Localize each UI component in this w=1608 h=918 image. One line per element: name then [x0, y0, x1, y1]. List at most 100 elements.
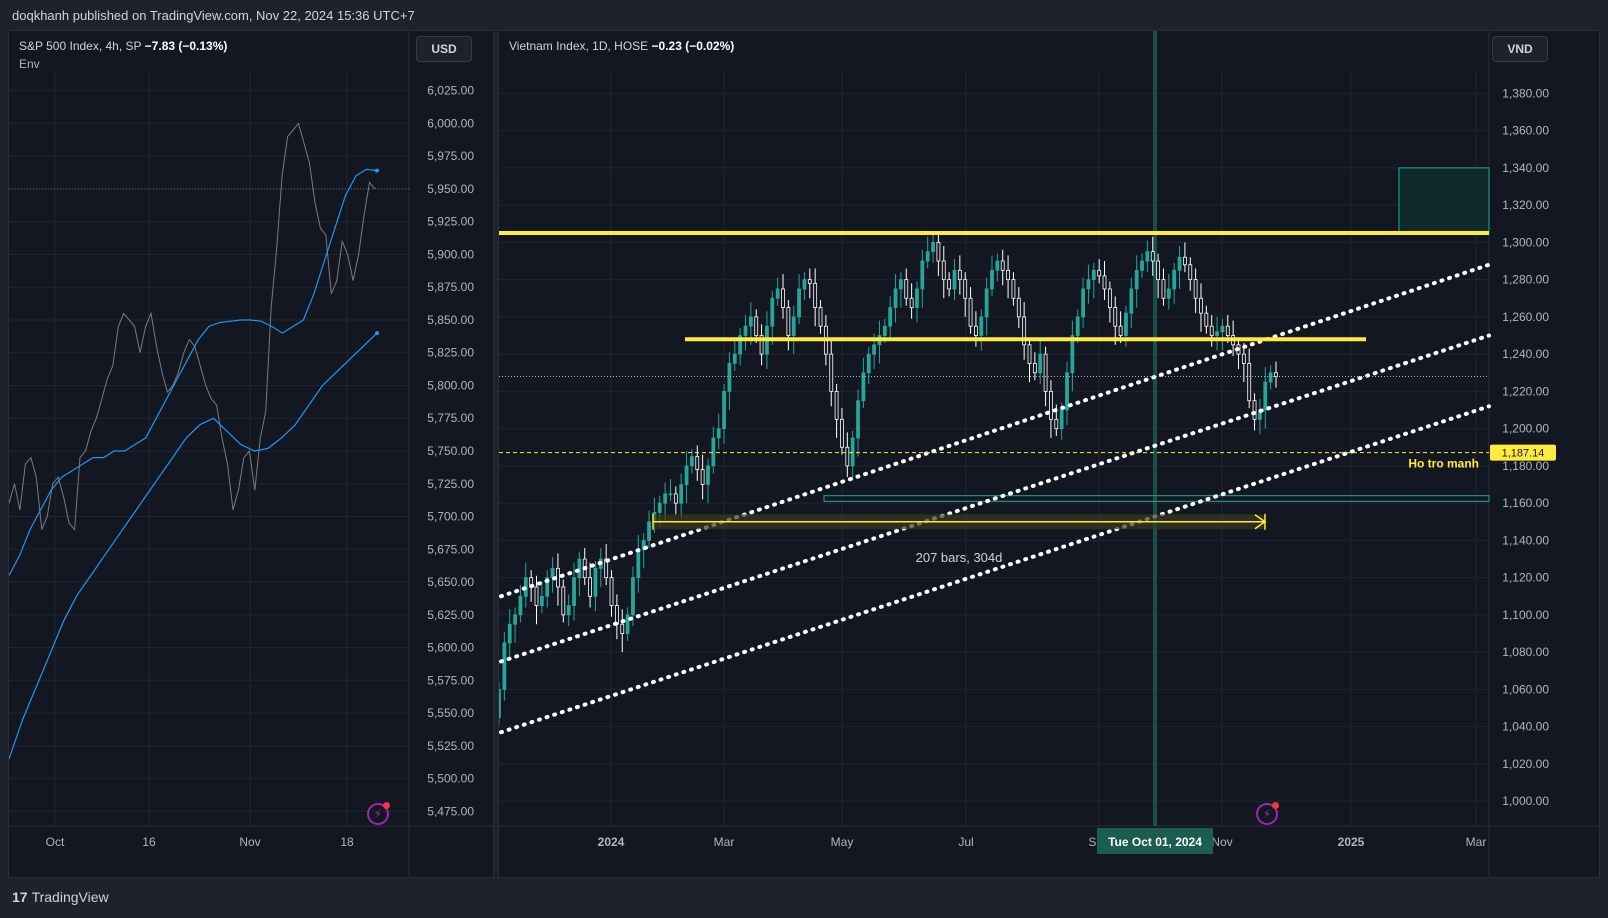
y-tick-label: 5,650.00 [427, 575, 474, 589]
candle-body [990, 269, 994, 290]
y-tick-label: 6,000.00 [427, 116, 474, 130]
y-tick-label: 1,240.00 [1502, 347, 1549, 361]
y-tick-label: 1,300.00 [1502, 235, 1549, 249]
candle-body [1268, 372, 1273, 383]
candle-body [577, 558, 582, 579]
vnindex-chart-svg[interactable]: 1,380.00 1,360.00 1,340.00 1,320.00 1,300.00… [499, 31, 1600, 878]
candle-body [700, 469, 705, 485]
candle-body [545, 577, 550, 597]
candle-body [502, 642, 507, 690]
candle-body [866, 353, 871, 374]
candle-body [1027, 344, 1032, 364]
candle-body [507, 623, 512, 644]
candle-body [754, 316, 759, 336]
y-tick-label: 5,775.00 [427, 411, 474, 425]
y-tick-label: 5,875.00 [427, 280, 474, 294]
candle-body [1161, 279, 1166, 299]
vnindex-legend: Vietnam Index, 1D, HOSE −0.23 (−0.02%) [509, 39, 734, 53]
y-tick-label: 1,200.00 [1502, 422, 1549, 436]
candle-body [840, 418, 844, 448]
candle-body [856, 400, 860, 439]
sp500-chart-svg[interactable]: 6,025.00 6,000.00 5,975.00 5,950.00 5,925.00… [9, 31, 494, 878]
candle-body [561, 586, 566, 616]
candle-body [1113, 307, 1118, 327]
candle-body [882, 325, 887, 336]
candle-body [647, 521, 651, 541]
candle-body [1274, 372, 1278, 377]
flash-icon[interactable]: ⚡ [367, 802, 390, 825]
candle-body [797, 288, 801, 318]
candle-body [1049, 390, 1053, 420]
sp500-chart-pane[interactable]: 6,025.00 6,000.00 5,975.00 5,950.00 5,925.00… [8, 30, 494, 878]
candle-body [499, 689, 501, 718]
y-tick-label: 1,040.00 [1502, 720, 1549, 734]
candle-body [786, 307, 791, 336]
y-tick-label: 5,500.00 [427, 772, 474, 786]
candle-body [1016, 297, 1021, 318]
env-indicator-label[interactable]: Env [19, 57, 40, 71]
candle-body [1102, 275, 1107, 290]
channel-lower-line [499, 404, 1491, 735]
candle-body [738, 335, 743, 355]
candle-body [898, 279, 903, 290]
candle-body [1107, 288, 1112, 308]
candle-body [963, 279, 968, 299]
candle-body [759, 335, 764, 355]
currency-button-usd[interactable]: USD [416, 36, 472, 62]
y-tick-label: 5,925.00 [427, 215, 474, 229]
candle-body [984, 288, 989, 318]
target-box [1398, 167, 1490, 234]
brand-name: TradingView [31, 889, 109, 905]
tradingview-logo[interactable]: 17 TradingView [12, 889, 109, 905]
candle-body [620, 623, 625, 634]
candle-body [1241, 353, 1246, 364]
currency-button-vnd[interactable]: VND [1492, 36, 1548, 62]
candle-body [1150, 251, 1155, 262]
y-tick-label: 5,950.00 [427, 182, 474, 196]
candle-body [1086, 279, 1091, 290]
channel-middle-line [499, 333, 1491, 664]
y-tick-label: 5,600.00 [427, 641, 474, 655]
y-tick-label: 5,675.00 [427, 542, 474, 556]
candle-body [716, 428, 721, 439]
footer: 17 TradingView [0, 880, 1608, 918]
publish-info: doqkhanh published on TradingView.com, N… [12, 8, 415, 23]
x-tick-label: Oct [46, 835, 65, 849]
candle-body [974, 325, 978, 336]
candle-body [775, 288, 780, 299]
candle-body [915, 288, 919, 308]
candle-body [1166, 288, 1171, 299]
vnindex-chart-pane[interactable]: 1,380.00 1,360.00 1,340.00 1,320.00 1,300.00… [498, 30, 1600, 878]
y-tick-label: 5,475.00 [427, 804, 474, 818]
flash-icon-right[interactable]: ⚡ [1256, 802, 1279, 825]
y-tick-label: 5,550.00 [427, 706, 474, 720]
candle-body [909, 297, 914, 308]
candle-body [920, 260, 925, 290]
candle-body [1156, 260, 1161, 281]
x-tick-label: 18 [340, 835, 354, 849]
candle-body [609, 577, 614, 607]
candle-body [1199, 297, 1203, 314]
crosshair-date-bg [1097, 828, 1213, 854]
candle-body [743, 325, 748, 336]
candle-body [722, 390, 726, 430]
y-tick-label: 5,975.00 [427, 149, 474, 163]
x-tick-label: May [831, 835, 854, 849]
candle-body [813, 282, 818, 308]
candle-body [995, 260, 1000, 271]
candle-body [941, 260, 946, 281]
candle-body [513, 614, 517, 625]
candle-body [679, 484, 684, 504]
x-tick-label: Mar [1466, 835, 1487, 849]
candle-body [1252, 400, 1257, 420]
candle-body [1134, 269, 1139, 290]
candle-body [957, 269, 962, 281]
candle-body [888, 307, 893, 327]
candle-body [625, 614, 630, 634]
candle-body [706, 465, 710, 485]
y-tick-label: 1,160.00 [1502, 496, 1549, 510]
candle-body [663, 493, 668, 504]
y-tick-label: 1,180.00 [1502, 459, 1549, 473]
y-tick-label: 5,750.00 [427, 444, 474, 458]
y-tick-label: 1,220.00 [1502, 384, 1549, 398]
